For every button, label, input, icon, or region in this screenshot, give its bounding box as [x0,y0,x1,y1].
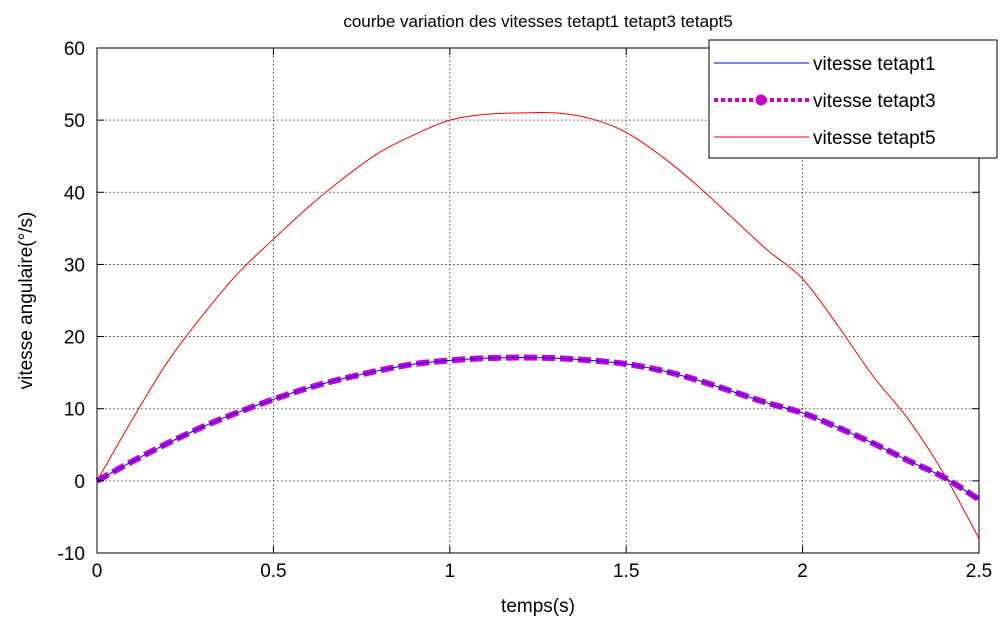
series-layer [95,111,981,539]
x-tick-label: 2 [797,561,808,582]
y-tick-label: 30 [64,255,85,276]
y-tick-label: 40 [64,183,85,204]
y-tick-label: 0 [74,472,85,493]
legend-label: vitesse tetapt1 [813,54,936,75]
legend-marker [755,94,767,106]
legend: vitesse tetapt1 vitesse tetapt3 vitesse te… [708,39,998,159]
x-tick-label: 1.5 [613,561,639,582]
plot-frame [96,47,980,554]
x-tick-label: 2.5 [966,561,992,582]
axis-ticks: 0 0.5 1 1.5 2 2.5 -10 0 10 20 30 40 50 60 [58,39,993,582]
x-tick-label: 1 [445,561,456,582]
legend-label: vitesse tetapt3 [813,91,936,112]
series-line-vitesse-tetapt5 [96,111,980,539]
y-tick-label: -10 [58,544,85,565]
chart-title: courbe variation des vitesses tetapt1 te… [343,12,732,31]
y-axis-label: vitesse angulaire(°/s) [16,212,37,390]
series-line-vitesse-tetapt1 [96,356,980,501]
x-tick-label: 0 [92,561,103,582]
legend-label: vitesse tetapt5 [813,128,936,149]
x-tick-label: 0.5 [260,561,286,582]
y-tick-label: 10 [64,400,85,421]
y-tick-label: 60 [64,39,85,60]
y-tick-label: 20 [64,328,85,349]
x-axis-label: temps(s) [501,596,575,617]
y-tick-label: 50 [64,111,85,132]
